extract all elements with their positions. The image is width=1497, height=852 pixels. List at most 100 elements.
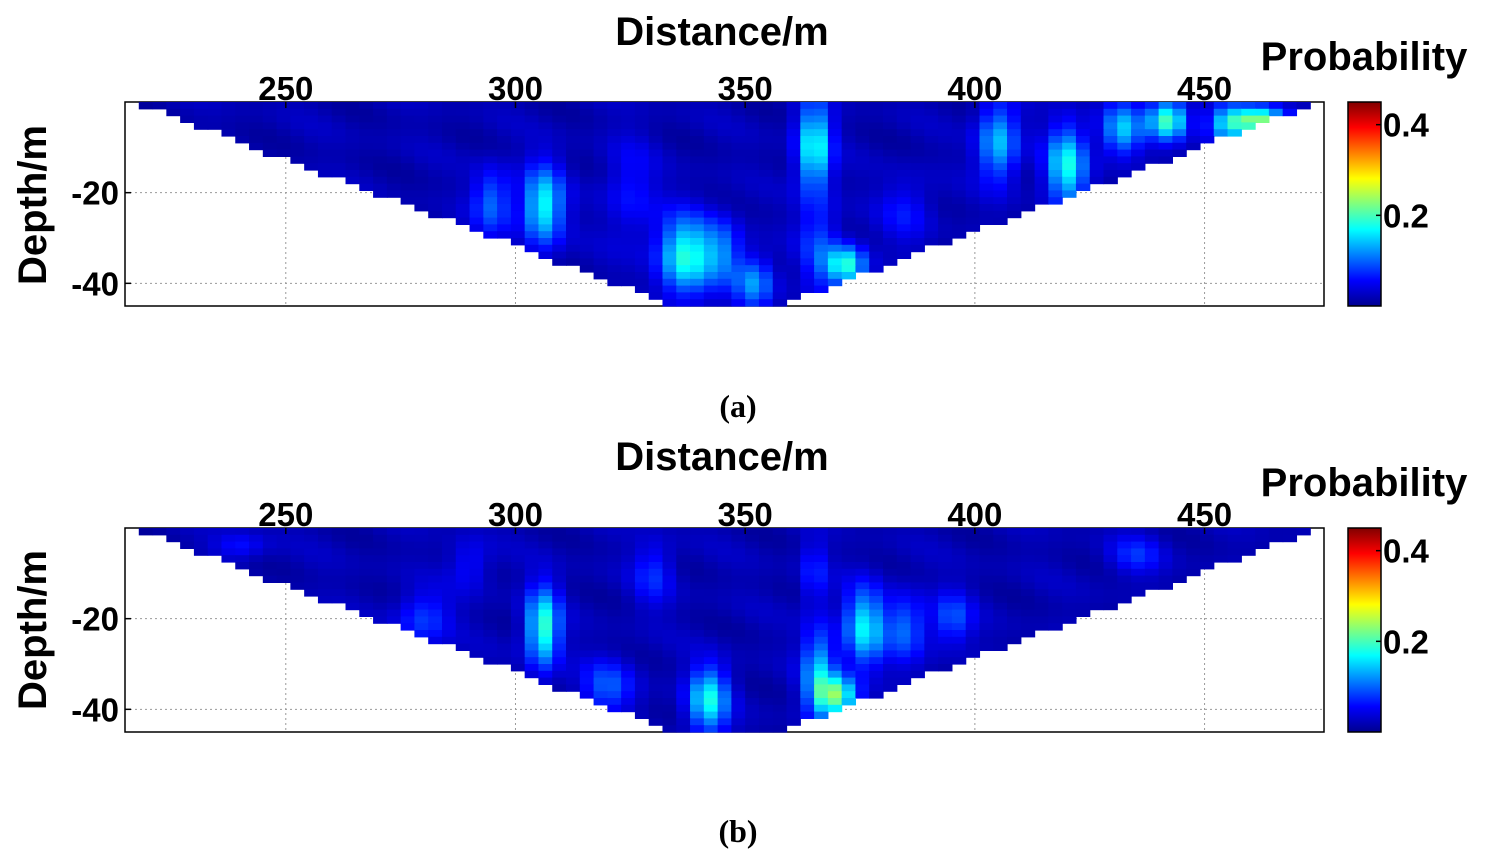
heatmap-cell (400, 108, 416, 117)
heatmap-cell (745, 129, 760, 137)
heatmap-cell (373, 528, 388, 536)
heatmap-cell (524, 183, 540, 191)
heatmap-cell (662, 183, 677, 191)
heatmap-cell (249, 129, 264, 137)
heatmap-cell (1186, 122, 1201, 130)
heatmap-cell (745, 204, 760, 212)
heatmap-cell (758, 299, 774, 307)
heatmap-cell (800, 204, 815, 212)
heatmap-cell (304, 156, 319, 164)
heatmap-cell (814, 589, 829, 597)
heatmap-cell (993, 630, 1008, 638)
heatmap-cell (1089, 149, 1105, 157)
heatmap-cell (621, 278, 636, 287)
heatmap-cell (841, 630, 857, 638)
heatmap-cell (731, 183, 746, 191)
heatmap-cell (869, 170, 884, 178)
heatmap-cell (772, 650, 788, 658)
heatmap-cell (924, 142, 939, 151)
heatmap-cell (855, 163, 870, 171)
heatmap-cell (938, 609, 953, 617)
heatmap-cell (469, 122, 484, 130)
heatmap-cell (800, 272, 815, 280)
heatmap-cell (1103, 548, 1118, 556)
colorbar-tick-label: 0.2 (1383, 623, 1429, 660)
heatmap-cell (483, 636, 498, 645)
panel-caption: (b) (718, 813, 757, 849)
heatmap-cell (441, 204, 457, 212)
heatmap-cell (965, 102, 981, 110)
heatmap-cell (690, 299, 705, 307)
heatmap-cell (717, 534, 732, 543)
heatmap-cell (566, 142, 581, 151)
heatmap-cell (566, 122, 581, 130)
heatmap-cell (441, 623, 457, 631)
heatmap-cell (731, 272, 746, 280)
heatmap-cell (1075, 122, 1091, 130)
heatmap-cell (524, 623, 540, 631)
heatmap-cell (593, 643, 608, 651)
heatmap-cell (455, 129, 471, 137)
heatmap-cell (524, 541, 540, 549)
heatmap-cell (855, 136, 870, 144)
heatmap-cell (731, 244, 746, 253)
heatmap-cell (855, 265, 870, 273)
heatmap-cell (758, 691, 774, 699)
heatmap-cell (855, 129, 870, 137)
heatmap-cell (331, 136, 347, 144)
heatmap-cell (593, 684, 608, 692)
heatmap-cell (1089, 115, 1105, 123)
heatmap-cell (896, 562, 912, 570)
heatmap-cell (524, 115, 540, 123)
heatmap-cell (193, 528, 209, 536)
heatmap-cell (648, 528, 664, 536)
heatmap-cell (924, 210, 939, 219)
heatmap-cell (814, 568, 829, 577)
heatmap-cell (924, 582, 939, 590)
heatmap-cell (1062, 575, 1077, 583)
heatmap-cell (662, 691, 677, 699)
heatmap-cell (428, 575, 443, 583)
heatmap-cell (662, 555, 677, 563)
heatmap-cell (276, 142, 291, 151)
heatmap-cell (593, 197, 608, 205)
heatmap-cell (703, 292, 719, 300)
heatmap-cell (510, 636, 526, 645)
heatmap-cell (510, 190, 526, 198)
heatmap-cell (993, 217, 1008, 225)
heatmap-cell (786, 176, 801, 185)
heatmap-cell (524, 548, 540, 556)
heatmap-cell (1062, 562, 1077, 570)
heatmap-cell (938, 136, 953, 144)
heatmap-cell (262, 115, 278, 123)
heatmap-cell (1020, 582, 1036, 590)
heatmap-cell (524, 108, 540, 117)
heatmap-cell (1186, 548, 1201, 556)
heatmap-cell (690, 575, 705, 583)
heatmap-cell (607, 197, 622, 205)
heatmap-cell (593, 630, 608, 638)
heatmap-cell (359, 548, 374, 556)
heatmap-cell (924, 238, 939, 246)
heatmap-cell (896, 224, 912, 232)
heatmap-cell (524, 204, 540, 212)
heatmap-cell (1089, 528, 1105, 536)
heatmap-cell (207, 548, 223, 556)
heatmap-cell (1062, 156, 1077, 164)
heatmap-cell (414, 197, 429, 205)
heatmap-cell (676, 582, 691, 590)
heatmap-cell (593, 691, 608, 699)
heatmap-cell (566, 589, 581, 597)
heatmap-cell (745, 156, 760, 164)
heatmap-cell (758, 183, 774, 191)
heatmap-cell (1227, 528, 1242, 536)
heatmap-cell (938, 568, 953, 577)
heatmap-cell (634, 217, 650, 225)
heatmap-cell (703, 555, 719, 563)
heatmap-cell (607, 528, 622, 536)
heatmap-cell (1048, 623, 1063, 631)
heatmap-cell (428, 555, 443, 563)
heatmap-cell (662, 684, 677, 692)
heatmap-cell (772, 725, 788, 733)
heatmap-cell (924, 589, 939, 597)
